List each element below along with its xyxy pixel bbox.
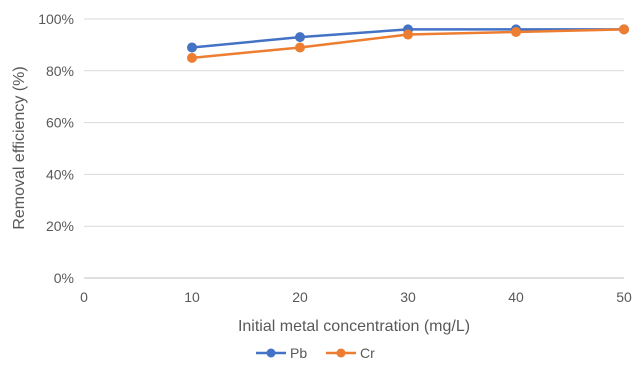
- legend: Pb Cr: [256, 345, 375, 361]
- data-point-cr: [619, 24, 629, 35]
- legend-item-pb: Pb: [256, 345, 307, 361]
- x-tick-label: 40: [508, 289, 524, 305]
- x-tick-label: 50: [616, 289, 632, 305]
- y-tick-label: 20%: [46, 218, 74, 234]
- y-tick-label: 100%: [38, 11, 74, 27]
- y-tick-label: 80%: [46, 63, 74, 79]
- legend-label: Cr: [360, 345, 375, 361]
- x-tick-label: 20: [292, 289, 308, 305]
- data-point-pb: [295, 32, 305, 43]
- gridlines: [84, 18, 624, 227]
- legend-label: Pb: [290, 345, 307, 361]
- y-axis-label: Removal efficiency (%): [11, 66, 28, 229]
- data-point-cr: [295, 42, 305, 53]
- series-lines: [187, 24, 629, 63]
- legend-swatch-marker: [336, 348, 346, 358]
- y-tick-label: 0%: [54, 270, 74, 286]
- legend-item-cr: Cr: [326, 345, 375, 361]
- data-point-pb: [187, 42, 197, 53]
- x-tick-label: 30: [400, 289, 416, 305]
- x-tick-label: 0: [80, 289, 88, 305]
- legend-swatch-marker: [266, 348, 276, 358]
- x-tick-label: 10: [184, 289, 200, 305]
- data-point-cr: [511, 26, 521, 37]
- data-point-cr: [187, 52, 197, 63]
- data-point-cr: [403, 29, 413, 40]
- tick-labels: 0% 20% 40% 60% 80% 100% 0 10 20 30 40 50: [38, 11, 632, 305]
- x-axis-label: Initial metal concentration (mg/L): [238, 318, 470, 335]
- y-tick-label: 40%: [46, 166, 74, 182]
- y-tick-label: 60%: [46, 115, 74, 131]
